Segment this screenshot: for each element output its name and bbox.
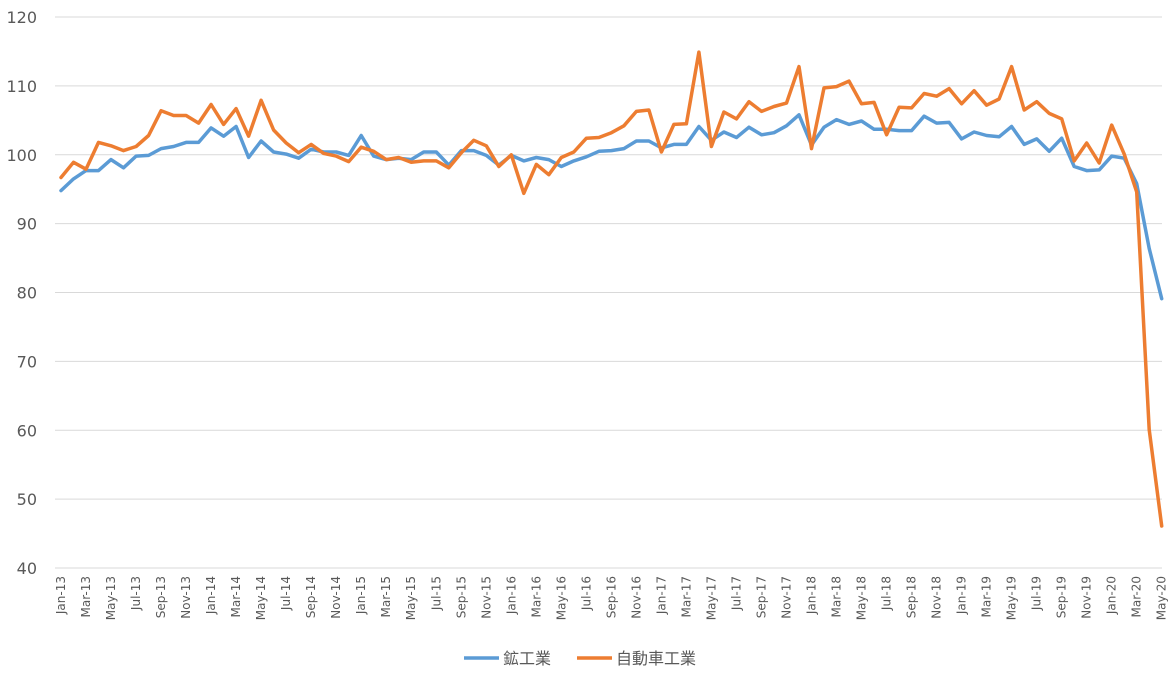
x-tick-label: Nov-13 (179, 576, 193, 619)
x-tick-label: May-17 (704, 576, 718, 620)
x-tick-label: Mar-18 (830, 576, 844, 617)
x-tick-label: Jul-17 (729, 576, 743, 611)
y-tick-label: 60 (17, 421, 37, 440)
x-tick-label: Mar-14 (229, 576, 243, 617)
y-axis-ticks: 40 50 60 70 80 90 100 110 120 (6, 8, 37, 578)
x-tick-label: Mar-19 (980, 576, 994, 617)
x-tick-label: Mar-16 (529, 576, 543, 617)
x-tick-label: Jan-15 (354, 576, 368, 615)
x-tick-label: Nov-19 (1080, 576, 1094, 619)
x-tick-label: Jul-16 (579, 576, 593, 611)
x-tick-label: May-19 (1005, 576, 1019, 620)
x-tick-label: Jul-14 (279, 576, 293, 611)
x-tick-label: Jul-13 (129, 576, 143, 611)
x-tick-label: Jan-14 (204, 576, 218, 615)
x-tick-label: Sep-19 (1055, 576, 1069, 618)
x-tick-label: Mar-20 (1130, 576, 1144, 617)
x-tick-label: Jul-19 (1030, 576, 1044, 611)
x-tick-label: May-13 (104, 576, 118, 620)
series-line-0 (59, 113, 1164, 301)
legend: 鉱工業 自動車工業 (464, 649, 696, 668)
x-tick-label: May-18 (855, 576, 869, 620)
x-tick-label: May-20 (1155, 576, 1169, 620)
x-tick-label: May-15 (404, 576, 418, 620)
y-tick-label: 70 (17, 352, 37, 371)
x-tick-label: Nov-18 (930, 576, 944, 619)
x-tick-label: Sep-14 (304, 576, 318, 618)
y-tick-label: 110 (6, 77, 37, 96)
x-tick-label: Jan-20 (1105, 576, 1119, 615)
x-tick-label: May-16 (554, 576, 568, 620)
y-tick-label: 50 (17, 490, 37, 509)
x-tick-label: Sep-18 (905, 576, 919, 618)
x-tick-label: Mar-17 (679, 576, 693, 617)
y-tick-label: 90 (17, 215, 37, 234)
y-tick-label: 100 (6, 146, 37, 165)
x-tick-label: Jul-15 (429, 576, 443, 611)
x-tick-label: Nov-16 (629, 576, 643, 619)
x-tick-label: Jan-16 (504, 576, 518, 615)
y-tick-label: 40 (17, 559, 37, 578)
x-tick-label: Jul-18 (880, 576, 894, 611)
x-tick-label: Sep-16 (604, 576, 618, 618)
x-tick-label: May-14 (254, 576, 268, 620)
x-tick-label: Sep-15 (454, 576, 468, 618)
x-axis-ticks: Jan-13 Mar-13 May-13 Jul-13 Sep-13 Nov-13 Jan-… (54, 576, 1169, 620)
y-tick-label: 120 (6, 8, 37, 27)
x-tick-label: Jan-19 (955, 576, 969, 615)
x-tick-label: Sep-13 (154, 576, 168, 618)
series-lines (59, 50, 1164, 528)
x-tick-label: Nov-15 (479, 576, 493, 619)
legend-label-1: 自動車工業 (616, 649, 696, 668)
x-tick-label: Jan-18 (805, 576, 819, 615)
x-tick-label: Mar-13 (79, 576, 93, 617)
x-tick-label: Nov-14 (329, 576, 343, 619)
x-tick-label: Sep-17 (754, 576, 768, 618)
x-tick-label: Mar-15 (379, 576, 393, 617)
x-tick-label: Jan-17 (654, 576, 668, 615)
series-line-1 (59, 50, 1164, 528)
legend-label-0: 鉱工業 (503, 649, 551, 668)
y-tick-label: 80 (17, 284, 37, 303)
x-tick-label: Nov-17 (779, 576, 793, 619)
gridlines (55, 16, 1162, 569)
x-tick-label: Jan-13 (54, 576, 68, 615)
